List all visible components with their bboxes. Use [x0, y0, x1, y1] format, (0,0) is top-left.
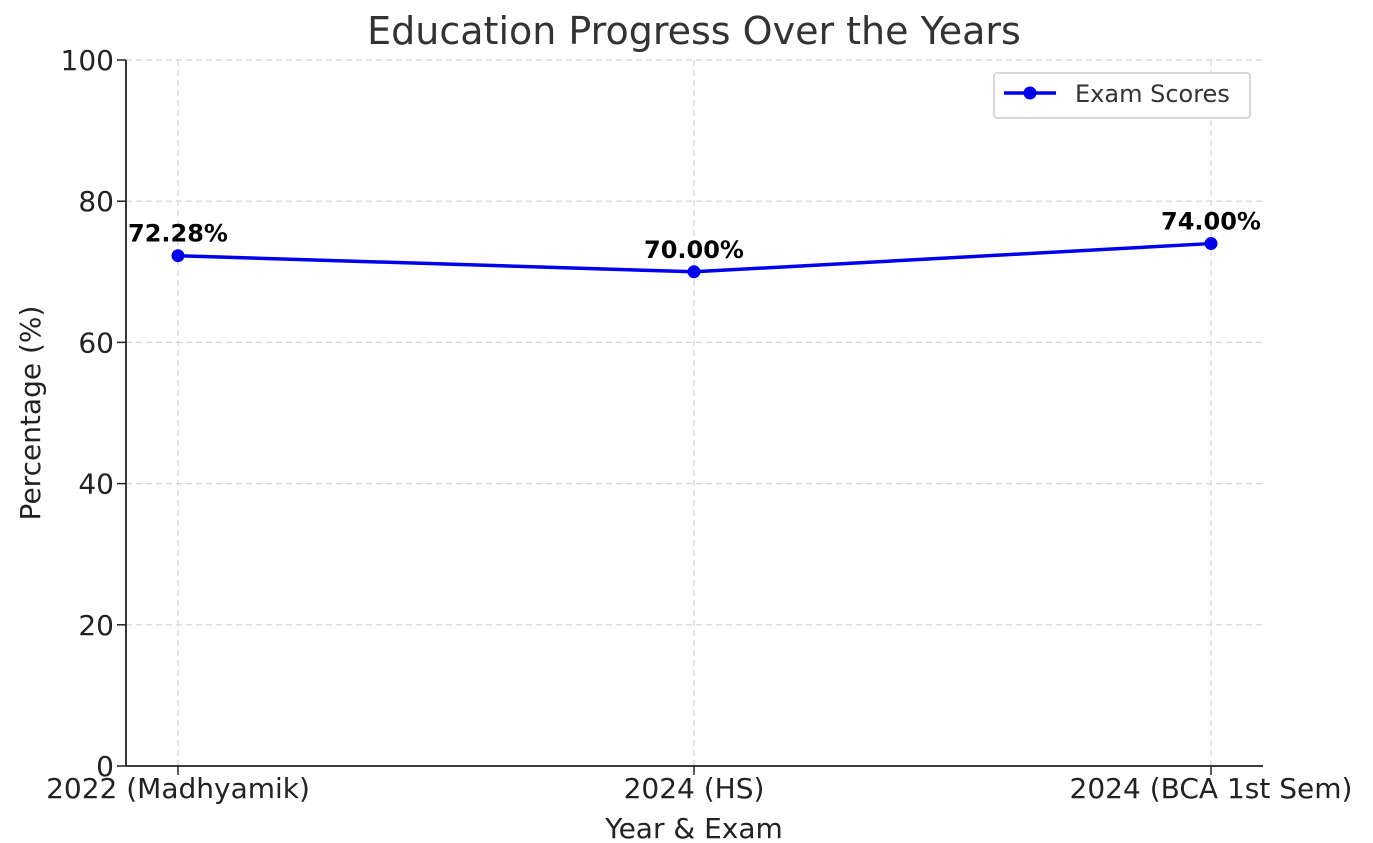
data-label: 72.28%	[128, 220, 228, 248]
y-tick-label: 0	[96, 750, 114, 783]
y-tick-label: 80	[78, 185, 114, 218]
y-axis-ticks: 0 20 40 60 80 100	[61, 44, 126, 783]
legend-label: Exam Scores	[1075, 80, 1230, 108]
y-tick-label: 60	[78, 326, 114, 359]
data-point	[1204, 237, 1218, 251]
series-exam-scores: 72.28% 70.00% 74.00%	[128, 208, 1261, 279]
data-point	[687, 265, 701, 279]
data-point	[171, 249, 185, 263]
data-label: 70.00%	[644, 236, 744, 264]
legend-box	[993, 72, 1251, 119]
chart-title: Education Progress Over the Years	[367, 9, 1021, 53]
y-tick-label: 20	[78, 609, 114, 642]
legend: Exam Scores	[993, 72, 1251, 119]
x-tick-label: 2024 (HS)	[624, 772, 765, 805]
x-axis-label: Year & Exam	[604, 812, 783, 843]
y-tick-label: 40	[78, 468, 114, 501]
legend-marker	[1023, 86, 1037, 100]
grid-lines	[126, 59, 1263, 766]
x-axis-ticks: 2022 (Madhyamik) 2024 (HS) 2024 (BCA 1st S…	[46, 766, 1352, 805]
x-tick-label: 2022 (Madhyamik)	[46, 772, 310, 805]
y-tick-label: 100	[61, 44, 114, 77]
x-tick-label: 2024 (BCA 1st Sem)	[1070, 772, 1353, 805]
data-label: 74.00%	[1161, 208, 1261, 236]
y-axis-label: Percentage (%)	[14, 306, 47, 521]
